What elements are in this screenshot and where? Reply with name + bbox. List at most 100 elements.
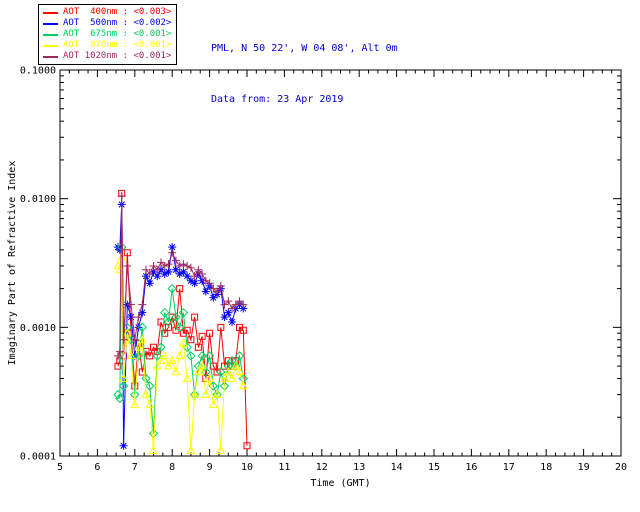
marker-triangle: [208, 399, 218, 409]
marker-diamond: [117, 242, 127, 252]
marker-plus: [194, 265, 203, 274]
y-tick-label: 0.1000: [20, 66, 56, 77]
marker-plus: [205, 279, 214, 288]
marker-triangle: [117, 252, 127, 261]
legend-entry-label: AOT 1020nm : <0.001>: [63, 51, 172, 61]
marker-asterisk: [142, 272, 151, 281]
marker-square: [236, 323, 244, 331]
marker-square: [172, 326, 180, 334]
plot-header: PML, N 50 22', W 04 08', Alt 0m Data fro…: [211, 6, 398, 142]
marker-asterisk: [224, 308, 233, 317]
legend-line-swatch: [43, 44, 58, 47]
marker-diamond: [167, 283, 177, 294]
legend-entry-label: AOT 500nm : <0.002>: [63, 18, 172, 28]
marker-asterisk: [145, 279, 154, 288]
x-tick-label: 18: [540, 462, 552, 473]
legend-line-swatch: [43, 55, 58, 58]
marker-square: [187, 336, 195, 344]
marker-square: [239, 326, 247, 334]
marker-diamond: [133, 351, 144, 361]
marker-triangle: [216, 445, 226, 454]
marker-diamond: [156, 342, 166, 352]
marker-square: [183, 326, 191, 334]
marker-plus: [142, 265, 151, 274]
x-tick-label: 9: [207, 462, 213, 473]
marker-diamond: [141, 373, 151, 384]
marker-triangle: [190, 389, 200, 398]
marker-diamond: [163, 317, 174, 327]
marker-plus: [168, 248, 177, 257]
marker-asterisk: [209, 293, 218, 302]
marker-triangle: [156, 355, 166, 365]
marker-diamond: [231, 361, 241, 371]
marker-triangle: [238, 380, 248, 390]
marker-plus: [164, 260, 173, 269]
marker-plus: [119, 335, 128, 344]
marker-triangle: [115, 264, 125, 274]
marker-diamond: [227, 356, 237, 366]
marker-diamond: [186, 351, 196, 361]
marker-asterisk: [175, 269, 184, 278]
legend-entry-870nm: AOT 870nm : <0.001>: [43, 40, 171, 51]
marker-plus: [138, 300, 147, 309]
marker-plus: [127, 300, 136, 309]
marker-triangle: [164, 360, 173, 370]
marker-triangle: [145, 399, 155, 409]
marker-asterisk: [201, 287, 210, 296]
marker-plus: [198, 269, 207, 278]
marker-triangle: [205, 373, 215, 382]
marker-plus: [239, 300, 248, 309]
marker-square: [243, 442, 251, 450]
marker-square: [176, 285, 184, 293]
marker-asterisk: [190, 279, 199, 288]
marker-plus: [231, 300, 240, 309]
series-line-aot-675nm: [117, 247, 244, 434]
marker-plus: [115, 347, 124, 356]
x-tick-label: 13: [353, 462, 365, 473]
marker-diamond: [178, 307, 189, 318]
marker-plus: [156, 258, 165, 267]
marker-asterisk: [153, 272, 162, 281]
marker-square: [123, 249, 131, 257]
x-tick-label: 17: [503, 462, 515, 473]
marker-square: [150, 343, 157, 351]
marker-asterisk: [127, 313, 136, 322]
marker-square: [198, 332, 206, 340]
x-tick-label: 12: [316, 462, 328, 473]
legend-line-swatch: [43, 33, 58, 36]
marker-diamond: [234, 351, 245, 361]
marker-triangle: [152, 360, 162, 370]
marker-plus: [186, 263, 195, 272]
marker-asterisk: [138, 308, 147, 317]
marker-asterisk: [160, 269, 169, 278]
x-tick-label: 14: [391, 462, 403, 473]
marker-diamond: [118, 381, 129, 391]
marker-square: [157, 318, 165, 326]
marker-plus: [216, 281, 225, 290]
marker-triangle: [119, 373, 129, 382]
marker-asterisk: [228, 318, 237, 327]
marker-triangle: [171, 366, 181, 376]
marker-plus: [113, 351, 122, 360]
legend-entry-400nm: AOT 400nm : <0.003>: [43, 7, 171, 18]
marker-asterisk: [168, 243, 177, 252]
marker-diamond: [204, 351, 215, 361]
marker-plus: [190, 272, 199, 281]
marker-triangle: [122, 328, 132, 337]
marker-asterisk: [149, 267, 158, 276]
marker-diamond: [219, 381, 230, 391]
series-line-aot-1020nm: [117, 195, 244, 357]
marker-asterisk: [164, 267, 173, 276]
marker-plus: [179, 260, 188, 269]
data-date-text: Data from: 23 Apr 2019: [211, 94, 344, 105]
x-axis-title: Time (GMT): [310, 478, 370, 489]
legend-entry-label: AOT 870nm : <0.001>: [63, 40, 172, 50]
marker-plus: [224, 297, 233, 306]
marker-asterisk: [179, 267, 188, 276]
marker-diamond: [145, 381, 155, 391]
marker-diamond: [148, 428, 159, 439]
marker-plus: [149, 261, 158, 270]
legend-entry-675nm: AOT 675nm : <0.001>: [43, 29, 171, 40]
marker-diamond: [115, 393, 125, 404]
y-axis-title: Imaginary Part of Refractive Index: [7, 161, 18, 366]
